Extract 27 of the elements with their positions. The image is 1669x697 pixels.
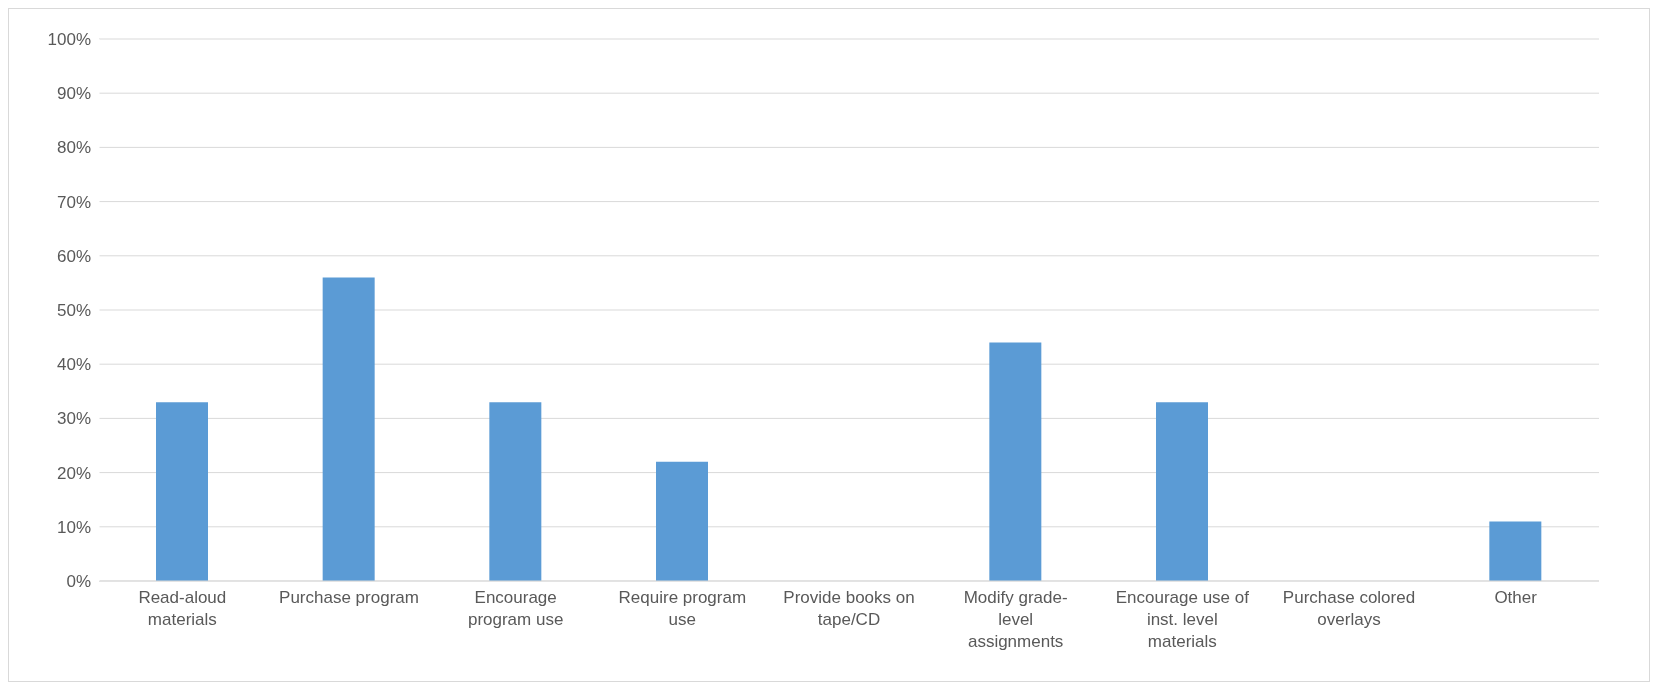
bar [989,342,1042,581]
x-tick-label: Purchase colored overlays [1282,588,1416,629]
x-tick-label: Encourage program use [467,588,564,629]
bar [322,277,375,581]
x-tick-label: Provide books on tape/CD [783,588,915,629]
bar [656,461,708,581]
bar [1489,521,1542,581]
bar [1156,402,1208,581]
y-tick-label: 50% [56,301,91,321]
y-tick-label: 20% [56,463,91,483]
x-tick-label: Other [1494,588,1538,607]
y-tick-label: 70% [56,192,91,212]
y-tick-label: 10% [56,517,91,537]
x-tick-label: Encourage use of inst. level materials [1115,588,1250,651]
y-tick-label: 80% [56,138,91,158]
bar [489,402,542,581]
x-tick-label: Require program use [618,588,747,629]
y-tick-label: 0% [66,572,91,592]
y-tick-label: 100% [47,30,91,50]
bar [156,402,208,581]
x-tick-label: Modify grade-level assignments [963,588,1068,651]
y-tick-label: 30% [56,409,91,429]
x-tick-label: Read-aloud materials [138,588,227,629]
y-tick-label: 60% [56,246,91,266]
y-tick-label: 40% [56,355,91,375]
y-tick-label: 90% [56,84,91,104]
x-tick-label: Purchase program [279,588,419,607]
